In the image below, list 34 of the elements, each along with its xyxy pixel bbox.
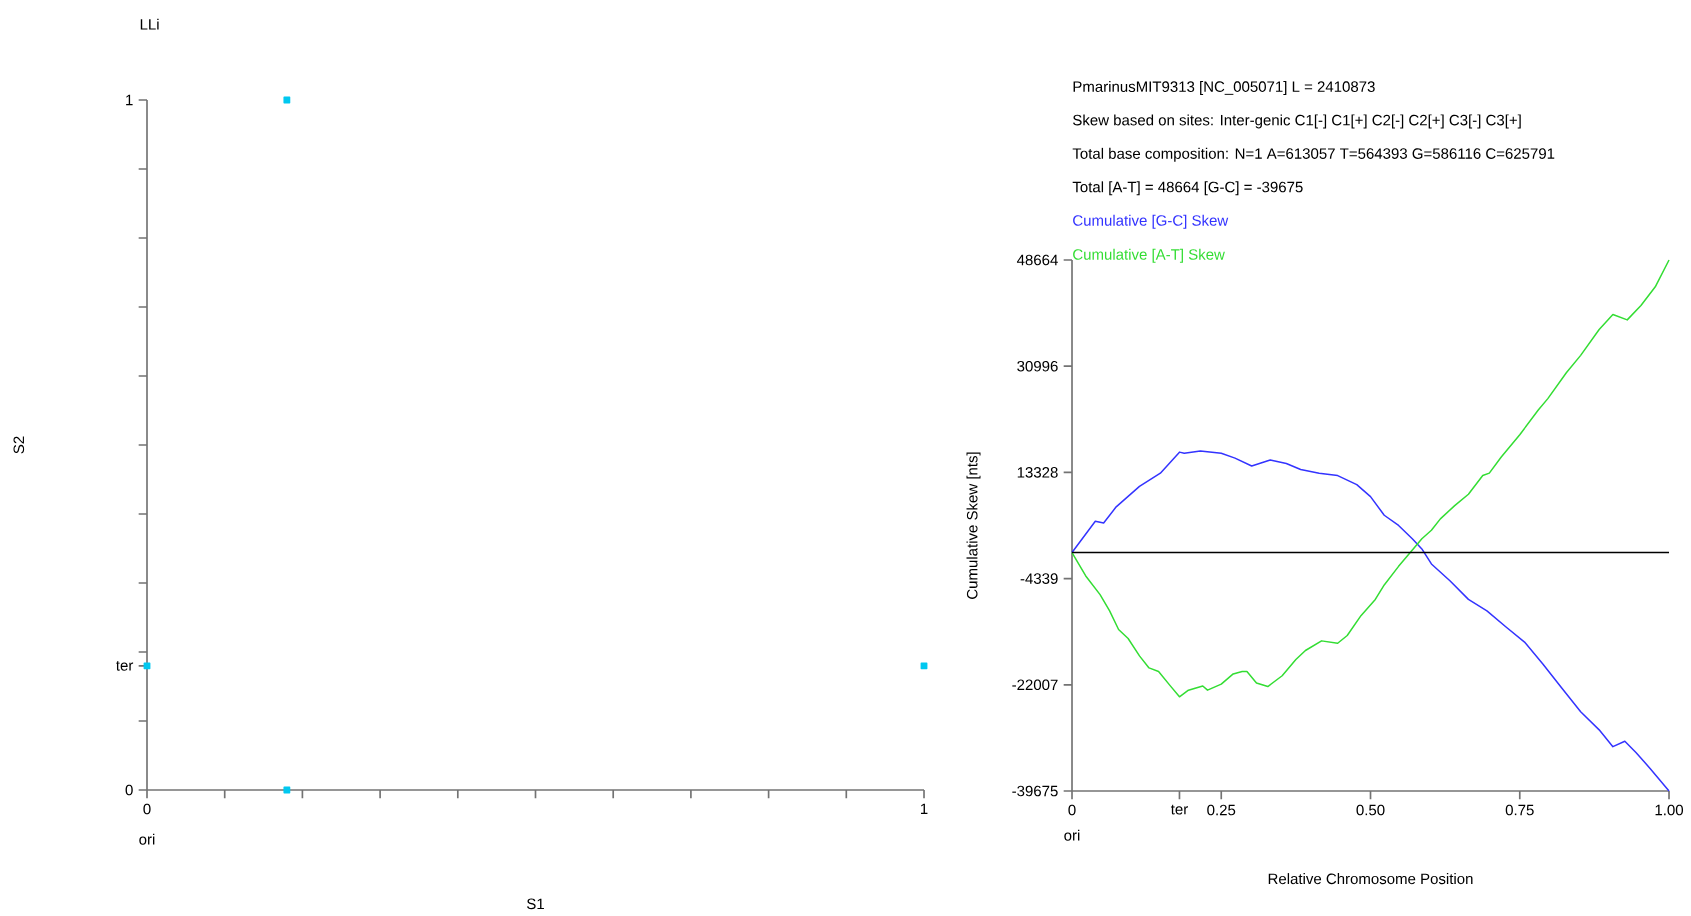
x-tick-label: ter (1170, 804, 1188, 815)
text: ori (139, 833, 155, 845)
x-axis-title: S1 (527, 898, 544, 910)
y-axis-title: S2 (13, 436, 25, 454)
point (283, 96, 291, 104)
text: Cumulative [G-C] Skew (1073, 214, 1229, 229)
text: Skew based on sites: Inter-genic C1[-] C1[+] C2[-] C2[+] C3[-] C3[+] (1073, 114, 1521, 129)
y-axis-title: Cumulative Skew [nts] (966, 452, 981, 599)
y-tick-label: 30996 (1017, 360, 1058, 372)
x-tick-label: 0.75 (1505, 804, 1534, 816)
point (143, 662, 151, 670)
x-axis-title: Relative Chromosome Position (1268, 873, 1473, 885)
text: ori (1064, 829, 1080, 841)
y-tick-label: ter (116, 660, 134, 671)
chart-title: PmarinusMIT9313 [NC_005071] L = 2410873 (1073, 80, 1375, 95)
point (283, 786, 291, 794)
x-tick-label: 1 (920, 803, 928, 814)
y-tick-label: 48664 (1016, 254, 1058, 266)
x-tick-label: 0 (143, 803, 151, 815)
text: Cumulative [A-T] Skew (1073, 248, 1225, 263)
x-tick-label: 1.00 (1655, 804, 1684, 816)
x-tick-label: 0 (1068, 804, 1076, 816)
text: Total [A-T] = 48664 [G-C] = -39675 (1072, 181, 1303, 196)
point (920, 662, 928, 670)
chart-title: LLi (140, 18, 159, 30)
text: Total base composition: N=1 A=613057 T=564393 G=586116 C=625791 (1072, 147, 1555, 162)
y-tick-label: 1 (126, 94, 133, 106)
y-tick-label: -39675 (1012, 785, 1058, 797)
y-tick-label: -22007 (1012, 679, 1058, 691)
y-tick-label: 0 (125, 784, 133, 796)
y-tick-label: -4339 (1020, 573, 1058, 584)
y-tick-label: 13328 (1017, 467, 1058, 478)
x-tick-label: 0.25 (1207, 804, 1236, 816)
x-tick-label: 0.50 (1356, 804, 1385, 816)
